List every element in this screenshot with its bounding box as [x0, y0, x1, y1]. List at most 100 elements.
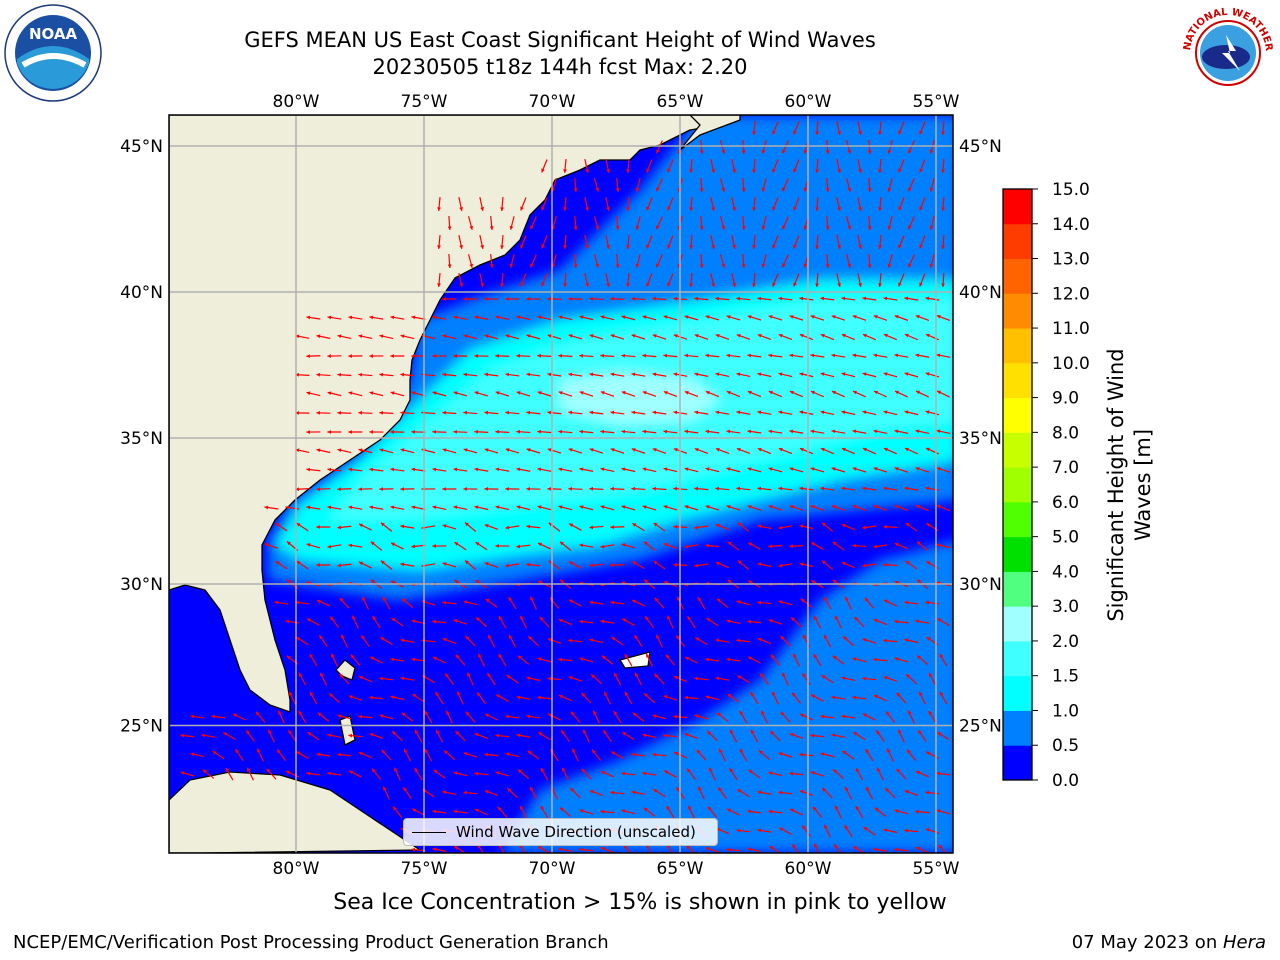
wave-arrow-head	[348, 543, 353, 548]
wave-arrow-head	[646, 168, 650, 173]
wave-arrow-head	[306, 391, 311, 396]
wave-arrow-head	[463, 487, 467, 491]
wave-arrow-head	[337, 525, 342, 530]
wave-arrow-head	[606, 282, 610, 287]
wave-arrow-head	[310, 691, 314, 696]
wave-arrow-head	[727, 808, 732, 813]
wave-arrow-head	[453, 429, 457, 434]
wave-arrow-head	[437, 207, 441, 211]
wave-arrow-head	[453, 391, 458, 395]
wave-arrow-head	[509, 225, 514, 230]
wave-arrow-head	[286, 655, 291, 660]
wave-arrow-head	[709, 767, 713, 772]
wave-arrow-head	[699, 150, 704, 154]
nova-scotia-land	[679, 115, 741, 151]
wave-arrow-head	[400, 676, 405, 681]
colorbar-tick-label: 11.0	[1052, 319, 1090, 339]
lat-tick-label-left: 25°N	[120, 717, 163, 737]
wave-arrow-head	[778, 333, 783, 338]
wave-arrow-head	[404, 748, 408, 753]
wave-arrow-head	[432, 391, 437, 395]
wave-arrow-head	[595, 263, 600, 268]
wave-arrow-head	[715, 486, 720, 491]
wave-arrow-head	[915, 504, 920, 509]
wave-arrow-head	[579, 391, 584, 395]
wave-arrow-head	[905, 560, 910, 565]
wave-arrow-head	[736, 410, 741, 415]
wave-arrow-head	[883, 410, 888, 415]
wave-arrow-head	[841, 523, 846, 528]
wave-arrow-head	[480, 282, 484, 287]
wave-arrow-head	[778, 486, 783, 491]
wave-arrow-head	[904, 790, 909, 794]
wave-arrow-head	[316, 752, 321, 757]
wave-arrow-head	[348, 505, 353, 510]
wave-arrow-head	[837, 206, 842, 211]
wave-arrow-head	[768, 544, 773, 549]
wave-arrow-head	[820, 714, 825, 719]
colorbar-segment	[1003, 432, 1032, 468]
wave-arrow-head	[631, 296, 636, 301]
wave-arrow-head	[547, 296, 551, 301]
wave-arrow-head	[568, 638, 573, 643]
wave-arrow-head	[737, 789, 742, 793]
wave-arrow-head	[568, 448, 573, 452]
wave-arrow-head	[621, 315, 626, 319]
wave-arrow-head	[884, 599, 889, 604]
colorbar-tick-label: 0.0	[1052, 771, 1079, 791]
wave-arrow-head	[887, 748, 891, 753]
wave-arrow-head	[898, 206, 902, 211]
wave-arrow-head	[862, 525, 867, 530]
wave-arrow-head	[570, 711, 575, 716]
wave-arrow-head	[643, 807, 648, 812]
wave-arrow-head	[768, 467, 773, 471]
colorbar-segment	[1003, 362, 1032, 399]
wave-arrow-head	[699, 188, 704, 192]
wave-arrow-head	[316, 410, 320, 415]
wave-arrow-head	[919, 282, 923, 287]
wave-arrow-head	[778, 296, 783, 301]
footer-date-text: 07 May 2023 on	[1071, 932, 1223, 953]
wave-arrow-head	[841, 372, 846, 377]
wave-arrow-head	[306, 543, 311, 547]
wave-arrow-head	[837, 130, 842, 135]
wave-arrow-head	[715, 334, 720, 338]
wave-arrow-head	[898, 282, 902, 287]
wave-arrow-head	[412, 694, 417, 698]
wave-arrow-head	[705, 429, 710, 434]
wave-arrow-head	[896, 768, 901, 773]
wave-arrow-head	[873, 544, 878, 549]
wave-arrow-head	[614, 672, 618, 677]
wave-arrow-head	[600, 770, 605, 775]
wave-arrow-head	[275, 523, 280, 527]
wave-arrow-head	[520, 244, 524, 249]
wave-arrow-head	[437, 283, 441, 287]
wave-arrow-head	[768, 390, 773, 395]
wave-arrow-head	[936, 771, 941, 776]
wave-arrow-head	[832, 655, 837, 660]
colorbar-tick-label: 5.0	[1052, 528, 1079, 548]
wave-arrow-head	[495, 544, 499, 548]
wave-arrow-head	[530, 225, 534, 230]
wave-arrow-head	[894, 580, 899, 585]
wave-arrow-head	[782, 672, 786, 677]
wave-arrow-head	[761, 710, 765, 715]
wave-arrow-head	[768, 505, 773, 509]
wave-arrow-head	[656, 634, 660, 639]
wave-arrow-head	[915, 846, 920, 851]
wave-arrow-head	[264, 505, 269, 510]
wave-arrow-head	[757, 410, 762, 415]
wave-arrow-head	[667, 244, 671, 249]
wave-arrow-head	[526, 372, 531, 377]
lon-tick-label-bottom: 65°W	[657, 859, 704, 879]
wave-arrow-head	[537, 695, 542, 700]
wave-arrow-head	[862, 486, 867, 491]
wave-arrow-head	[475, 580, 480, 584]
wave-arrow-head	[908, 187, 912, 192]
wave-arrow-head	[309, 654, 314, 659]
wave-arrow-head	[778, 790, 783, 795]
wave-arrow-head	[579, 543, 584, 548]
wave-arrow-head	[369, 467, 374, 472]
wave-arrow-head	[841, 714, 846, 719]
wave-arrow-head	[666, 806, 671, 811]
